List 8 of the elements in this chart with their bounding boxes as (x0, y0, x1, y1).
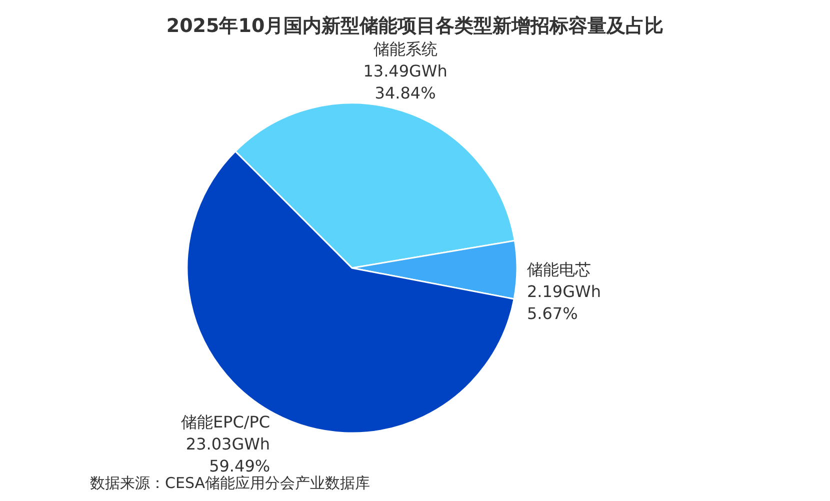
chart-title: 2025年10月国内新型储能项目各类型新增招标容量及占比 (166, 15, 664, 37)
data-label: 23.03GWh 59.49% (186, 434, 270, 476)
slice-label: 储能电芯 (526, 260, 591, 279)
data-label: 2.19GWh 5.67% (526, 282, 601, 323)
slice-label: 储能EPC/PC (180, 412, 270, 432)
slice-label: 储能系统 (373, 39, 438, 58)
data-label: 13.49GWh 34.84% (363, 61, 448, 102)
source-note: 数据来源：CESA储能应用分会产业数据库 (90, 474, 370, 492)
